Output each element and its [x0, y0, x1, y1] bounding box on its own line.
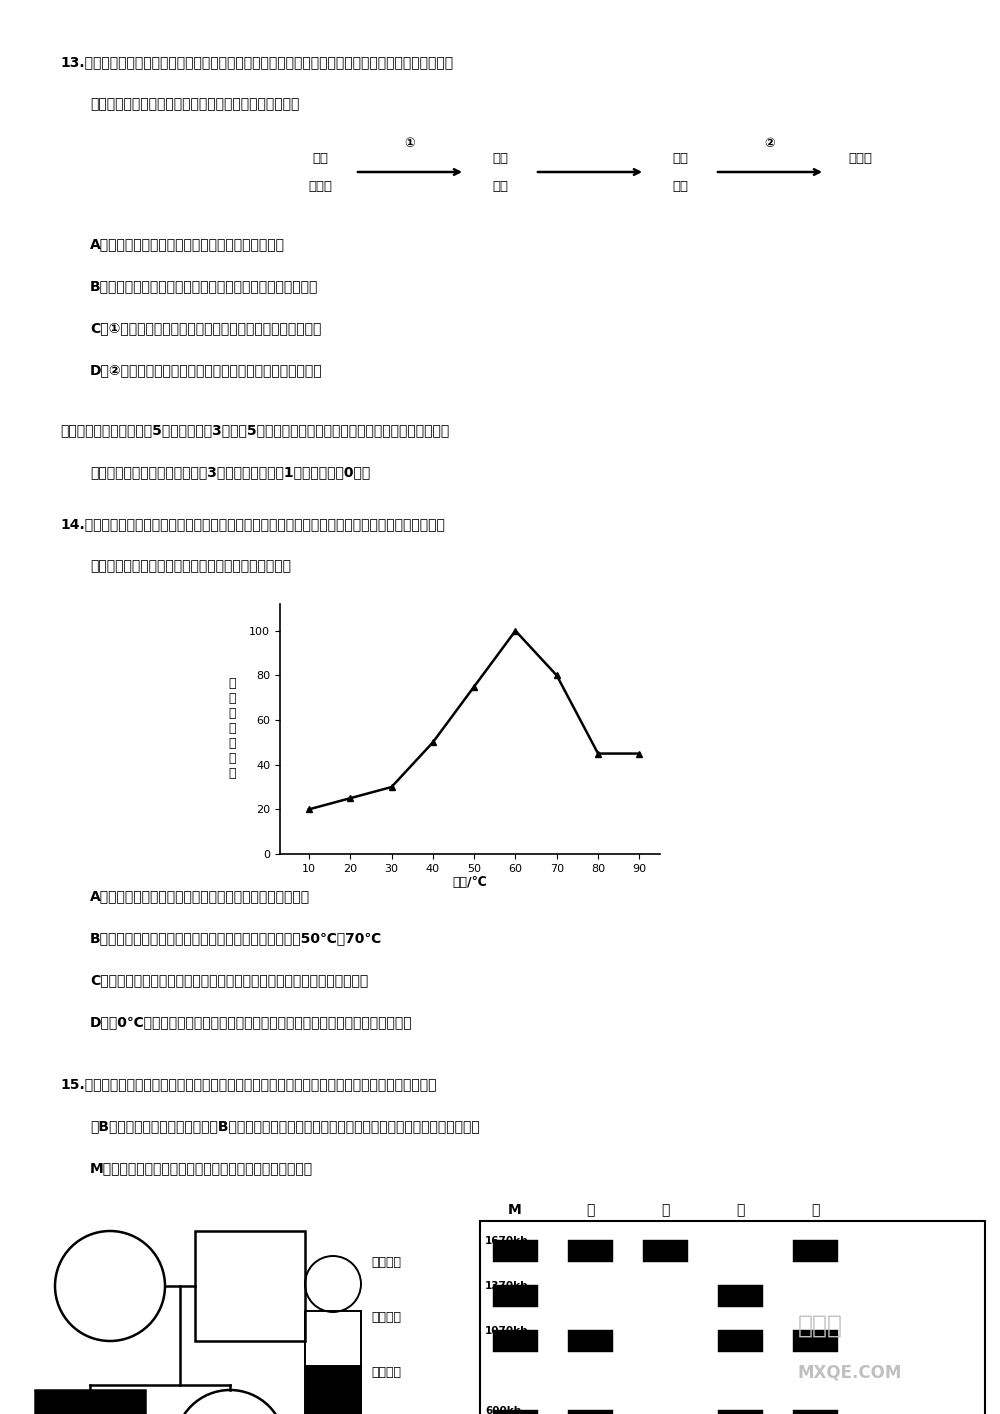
Text: 细胞: 细胞 — [672, 151, 688, 165]
Text: B．培养前需用酒精、次氯酸钓溶液和无菌水处理紫草幼娩茎: B．培养前需用酒精、次氯酸钓溶液和无菌水处理紫草幼娩茎 — [90, 279, 318, 293]
Text: D．在0℃左右时，漆酯的活性很低，但空间结构稳定，在适宜的温度下活性会升高: D．在0℃左右时，漆酯的活性很低，但空间结构稳定，在适宜的温度下活性会升高 — [90, 1015, 413, 1029]
Text: 组织: 组织 — [492, 180, 508, 192]
Text: ①: ① — [405, 137, 415, 150]
Text: 紫草宁: 紫草宁 — [848, 151, 872, 165]
Text: 父: 父 — [586, 1203, 594, 1217]
Text: 母: 母 — [661, 1203, 669, 1217]
Text: C．①过程表示脱分化，需在一定的营养和激素等条件下实现: C．①过程表示脱分化，需在一定的营养和激素等条件下实现 — [90, 321, 321, 335]
Text: 14.　漆树的分泌物中降解酚类化合物能力最强的是漆酯。研究人员为测定漆酯的最适温度，在适宜条: 14. 漆树的分泌物中降解酚类化合物能力最强的是漆酯。研究人员为测定漆酯的最适温… — [60, 518, 445, 532]
Text: 女: 女 — [811, 1203, 819, 1217]
Text: 13.　紫草宁是从紫草细胞中提取的一种药物，具有抗菌、消炎和抗肿瘾等活性。科研小组利用植物细胞: 13. 紫草宁是从紫草细胞中提取的一种药物，具有抗菌、消炎和抗肿瘾等活性。科研小… — [60, 55, 453, 69]
Text: 二、多项选择题：本题共5小题，每小题3分，共5分。在每小题给出的四个选项中，有两个或两个以上: 二、多项选择题：本题共5小题，每小题3分，共5分。在每小题给出的四个选项中，有两… — [60, 423, 449, 437]
Text: 答案圈: 答案圈 — [797, 1314, 842, 1338]
Bar — [493, 1240, 538, 1263]
Y-axis label: 相
对
酯
活
性
／
％: 相 对 酯 活 性 ／ ％ — [229, 677, 236, 781]
Text: A．漆酯的基本单位是氨基酸，该酯合成与光面内质网有关: A．漆酯的基本单位是氨基酸，该酯合成与光面内质网有关 — [90, 889, 310, 904]
Text: 工程来生产紫草宁的主要过程如下图。下列叙述错误的是: 工程来生产紫草宁的主要过程如下图。下列叙述错误的是 — [90, 98, 299, 112]
Bar — [493, 1285, 538, 1307]
Bar — [718, 1285, 763, 1307]
Bar — [568, 1410, 613, 1414]
Text: C．实验过程中应先分别将底物和漆酯在各组的温度下保温一段时间再混合: C．实验过程中应先分别将底物和漆酯在各组的温度下保温一段时间再混合 — [90, 973, 368, 987]
Bar — [305, 1311, 361, 1367]
Text: 1070kb: 1070kb — [485, 1326, 529, 1336]
X-axis label: 温度/℃: 温度/℃ — [453, 877, 487, 889]
Text: M为标准泳道，数字代表核苷酸对数）。下列叙述正确的是: M为标准泳道，数字代表核苷酸对数）。下列叙述正确的是 — [90, 1161, 313, 1175]
Bar — [793, 1331, 838, 1352]
Bar — [35, 1390, 145, 1414]
Bar — [718, 1331, 763, 1352]
Bar — [643, 1240, 688, 1263]
Text: 1670kb: 1670kb — [485, 1236, 529, 1246]
Text: 正常女性: 正常女性 — [371, 1256, 401, 1268]
Text: 600kb: 600kb — [485, 1406, 521, 1414]
Text: 正常男性: 正常男性 — [371, 1311, 401, 1324]
Bar — [793, 1240, 838, 1263]
Text: D．②过程表示再分化，需要每日给予适当时间和强度的光照: D．②过程表示再分化，需要每日给予适当时间和强度的光照 — [90, 363, 323, 378]
Text: 紫草: 紫草 — [312, 151, 328, 165]
Bar — [480, 1222, 985, 1414]
Text: 愈伤: 愈伤 — [492, 151, 508, 165]
Text: MXQE.COM: MXQE.COM — [798, 1365, 902, 1381]
Bar — [493, 1410, 538, 1414]
Text: 患病男性: 患病男性 — [371, 1366, 401, 1379]
Bar — [718, 1410, 763, 1414]
Text: A．选择幼娩茎作为外植体更容易诱导形成愈伤组织: A．选择幼娩茎作为外植体更容易诱导形成愈伤组织 — [90, 238, 285, 252]
Text: 1370kb: 1370kb — [485, 1281, 529, 1291]
Bar — [568, 1240, 613, 1263]
Bar — [195, 1232, 305, 1340]
Text: M: M — [508, 1203, 522, 1217]
Bar — [305, 1366, 361, 1414]
Text: 幼嫩茎: 幼嫩茎 — [308, 180, 332, 192]
Bar — [793, 1410, 838, 1414]
Bar — [493, 1331, 538, 1352]
Text: 件下进行了相关实验，结果如下图。下列叙述正确的是: 件下进行了相关实验，结果如下图。下列叙述正确的是 — [90, 559, 291, 573]
Text: 选项符合题目要求，全部选对得3分，选对但不全得1分，有选错得0分。: 选项符合题目要求，全部选对得3分，选对但不全得1分，有选错得0分。 — [90, 465, 370, 479]
Text: 子: 子 — [736, 1203, 744, 1217]
Bar — [568, 1331, 613, 1352]
Text: B．根据上述实验结果可知，保存漆酯的适宜温度范围为50℃～70℃: B．根据上述实验结果可知，保存漆酯的适宜温度范围为50℃～70℃ — [90, 930, 382, 945]
Text: ②: ② — [765, 137, 775, 150]
Text: 酯B进行切割（突变位点会出现酯B的识别序列）。图示为某家庭系谱图及基因检测结果（以带型表示，: 酯B进行切割（突变位点会出现酯B的识别序列）。图示为某家庭系谱图及基因检测结果（… — [90, 1118, 480, 1133]
Text: 15.　某种单基因遗传病可使用电泳等技术来进行鉴定。鉴定时首先提取整个基因片段，再使用限制: 15. 某种单基因遗传病可使用电泳等技术来进行鉴定。鉴定时首先提取整个基因片段，… — [60, 1077, 436, 1092]
Text: 悬液: 悬液 — [672, 180, 688, 192]
